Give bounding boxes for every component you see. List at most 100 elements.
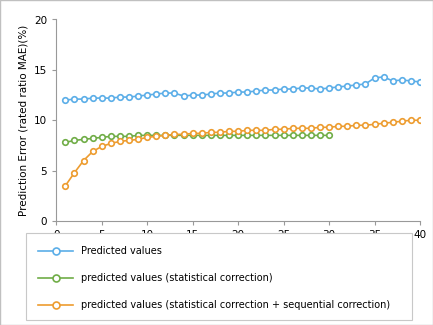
predicted values (statistical correction) — [108, 135, 113, 138]
predicted values (statistical correction + sequential correction) — [317, 125, 323, 129]
predicted values (statistical correction + sequential correction) — [281, 127, 286, 131]
predicted values (statistical correction + sequential correction) — [226, 129, 232, 133]
predicted values (statistical correction + sequential correction) — [308, 126, 313, 130]
X-axis label: Time passed since initial time (hours): Time passed since initial time (hours) — [140, 246, 336, 255]
predicted values (statistical correction + sequential correction) — [90, 150, 95, 153]
predicted values (statistical correction + sequential correction) — [263, 128, 268, 132]
Predicted values — [308, 86, 313, 90]
predicted values (statistical correction) — [136, 133, 141, 137]
Predicted values — [417, 80, 423, 84]
predicted values (statistical correction + sequential correction) — [63, 184, 68, 188]
predicted values (statistical correction + sequential correction) — [245, 128, 250, 132]
Predicted values — [90, 96, 95, 100]
Predicted values — [181, 94, 186, 98]
predicted values (statistical correction + sequential correction) — [254, 128, 259, 132]
predicted values (statistical correction) — [63, 140, 68, 144]
predicted values (statistical correction) — [254, 133, 259, 137]
predicted values (statistical correction) — [172, 133, 177, 137]
predicted values (statistical correction + sequential correction) — [417, 118, 423, 122]
predicted values (statistical correction + sequential correction) — [217, 130, 223, 134]
predicted values (statistical correction) — [208, 133, 213, 137]
predicted values (statistical correction + sequential correction) — [136, 137, 141, 141]
Predicted values — [199, 93, 204, 97]
predicted values (statistical correction) — [126, 135, 132, 138]
predicted values (statistical correction) — [226, 133, 232, 137]
predicted values (statistical correction) — [163, 133, 168, 137]
Predicted values — [136, 94, 141, 98]
predicted values (statistical correction) — [217, 133, 223, 137]
predicted values (statistical correction + sequential correction) — [126, 138, 132, 142]
predicted values (statistical correction) — [181, 133, 186, 137]
Predicted values — [290, 87, 295, 91]
Predicted values — [172, 91, 177, 95]
predicted values (statistical correction + sequential correction) — [145, 136, 150, 139]
predicted values (statistical correction) — [290, 133, 295, 137]
predicted values (statistical correction + sequential correction) — [336, 124, 341, 128]
predicted values (statistical correction + sequential correction) — [399, 119, 404, 123]
Predicted values — [126, 95, 132, 99]
predicted values (statistical correction) — [326, 133, 332, 137]
Predicted values — [217, 91, 223, 95]
Predicted values — [236, 90, 241, 94]
Predicted values — [272, 88, 277, 92]
Predicted values — [390, 79, 395, 83]
Predicted values — [108, 96, 113, 100]
predicted values (statistical correction) — [317, 133, 323, 137]
predicted values (statistical correction) — [281, 133, 286, 137]
Predicted values — [190, 93, 195, 97]
Line: predicted values (statistical correction): predicted values (statistical correction… — [63, 133, 332, 145]
predicted values (statistical correction) — [299, 133, 304, 137]
Text: Predicted values: Predicted values — [81, 246, 162, 256]
predicted values (statistical correction + sequential correction) — [299, 126, 304, 130]
predicted values (statistical correction) — [145, 133, 150, 137]
predicted values (statistical correction + sequential correction) — [172, 132, 177, 136]
predicted values (statistical correction + sequential correction) — [326, 125, 332, 129]
Predicted values — [336, 85, 341, 89]
Predicted values — [81, 97, 86, 101]
predicted values (statistical correction) — [199, 133, 204, 137]
predicted values (statistical correction) — [72, 138, 77, 142]
Predicted values — [299, 86, 304, 90]
predicted values (statistical correction + sequential correction) — [117, 139, 123, 143]
predicted values (statistical correction + sequential correction) — [272, 127, 277, 131]
predicted values (statistical correction + sequential correction) — [345, 124, 350, 128]
predicted values (statistical correction) — [263, 133, 268, 137]
Predicted values — [326, 86, 332, 90]
Predicted values — [154, 92, 159, 96]
predicted values (statistical correction + sequential correction) — [108, 141, 113, 145]
predicted values (statistical correction) — [190, 133, 195, 137]
Predicted values — [381, 75, 386, 79]
Predicted values — [145, 93, 150, 97]
Predicted values — [372, 76, 377, 80]
predicted values (statistical correction + sequential correction) — [236, 129, 241, 133]
predicted values (statistical correction + sequential correction) — [381, 121, 386, 125]
predicted values (statistical correction) — [308, 133, 313, 137]
Predicted values — [281, 87, 286, 91]
predicted values (statistical correction + sequential correction) — [290, 126, 295, 130]
Predicted values — [63, 98, 68, 102]
Predicted values — [354, 83, 359, 87]
Predicted values — [163, 91, 168, 95]
predicted values (statistical correction + sequential correction) — [199, 131, 204, 135]
predicted values (statistical correction + sequential correction) — [354, 123, 359, 127]
Y-axis label: Prediction Error (rated ratio MAE)(%): Prediction Error (rated ratio MAE)(%) — [19, 25, 29, 216]
predicted values (statistical correction + sequential correction) — [72, 171, 77, 175]
predicted values (statistical correction + sequential correction) — [163, 133, 168, 137]
predicted values (statistical correction) — [99, 136, 104, 139]
Predicted values — [117, 95, 123, 99]
predicted values (statistical correction + sequential correction) — [363, 123, 368, 127]
Predicted values — [408, 79, 414, 83]
Predicted values — [317, 87, 323, 91]
predicted values (statistical correction + sequential correction) — [372, 122, 377, 126]
Line: Predicted values: Predicted values — [63, 74, 423, 103]
predicted values (statistical correction) — [81, 137, 86, 141]
predicted values (statistical correction + sequential correction) — [154, 135, 159, 138]
Text: predicted values (statistical correction + sequential correction): predicted values (statistical correction… — [81, 300, 391, 310]
predicted values (statistical correction + sequential correction) — [81, 159, 86, 162]
predicted values (statistical correction) — [90, 136, 95, 140]
Predicted values — [254, 89, 259, 93]
predicted values (statistical correction + sequential correction) — [208, 130, 213, 134]
predicted values (statistical correction) — [154, 133, 159, 137]
predicted values (statistical correction) — [245, 133, 250, 137]
predicted values (statistical correction) — [236, 133, 241, 137]
